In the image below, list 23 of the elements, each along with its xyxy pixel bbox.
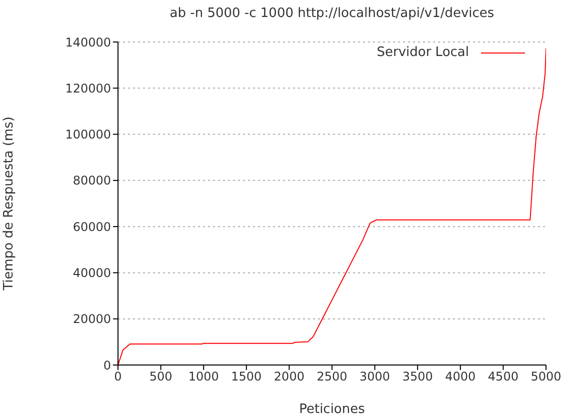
legend-label: Servidor Local bbox=[376, 45, 469, 60]
y-tick-label: 20000 bbox=[72, 312, 111, 326]
y-tick-label: 80000 bbox=[72, 174, 111, 188]
x-tick-label: 1500 bbox=[231, 370, 262, 384]
x-axis-title: Peticiones bbox=[299, 402, 366, 417]
y-tick-label: 40000 bbox=[72, 266, 111, 280]
y-axis-title: Tiempo de Respuesta (ms) bbox=[2, 116, 17, 292]
x-tick-label: 2500 bbox=[316, 370, 348, 384]
y-tick-label: 60000 bbox=[72, 220, 111, 234]
x-tick-label: 4000 bbox=[445, 370, 476, 384]
x-tick-label: 500 bbox=[149, 370, 172, 384]
x-tick-label: 5000 bbox=[530, 370, 562, 384]
x-tick-label: 0 bbox=[114, 370, 122, 384]
chart-title: ab -n 5000 -c 1000 http://localhost/api/v1/devices bbox=[168, 6, 496, 21]
x-tick-label: 3500 bbox=[402, 370, 433, 384]
x-tick-label: 1000 bbox=[188, 370, 219, 384]
y-tick-label: 100000 bbox=[65, 128, 111, 142]
x-tick-label: 4500 bbox=[488, 370, 518, 384]
y-tick-label: 0 bbox=[103, 358, 111, 372]
x-tick-label: 3000 bbox=[360, 370, 390, 384]
y-tick-label: 140000 bbox=[65, 35, 111, 50]
x-tick-label: 2000 bbox=[274, 370, 304, 384]
y-tick-label: 120000 bbox=[65, 81, 111, 96]
